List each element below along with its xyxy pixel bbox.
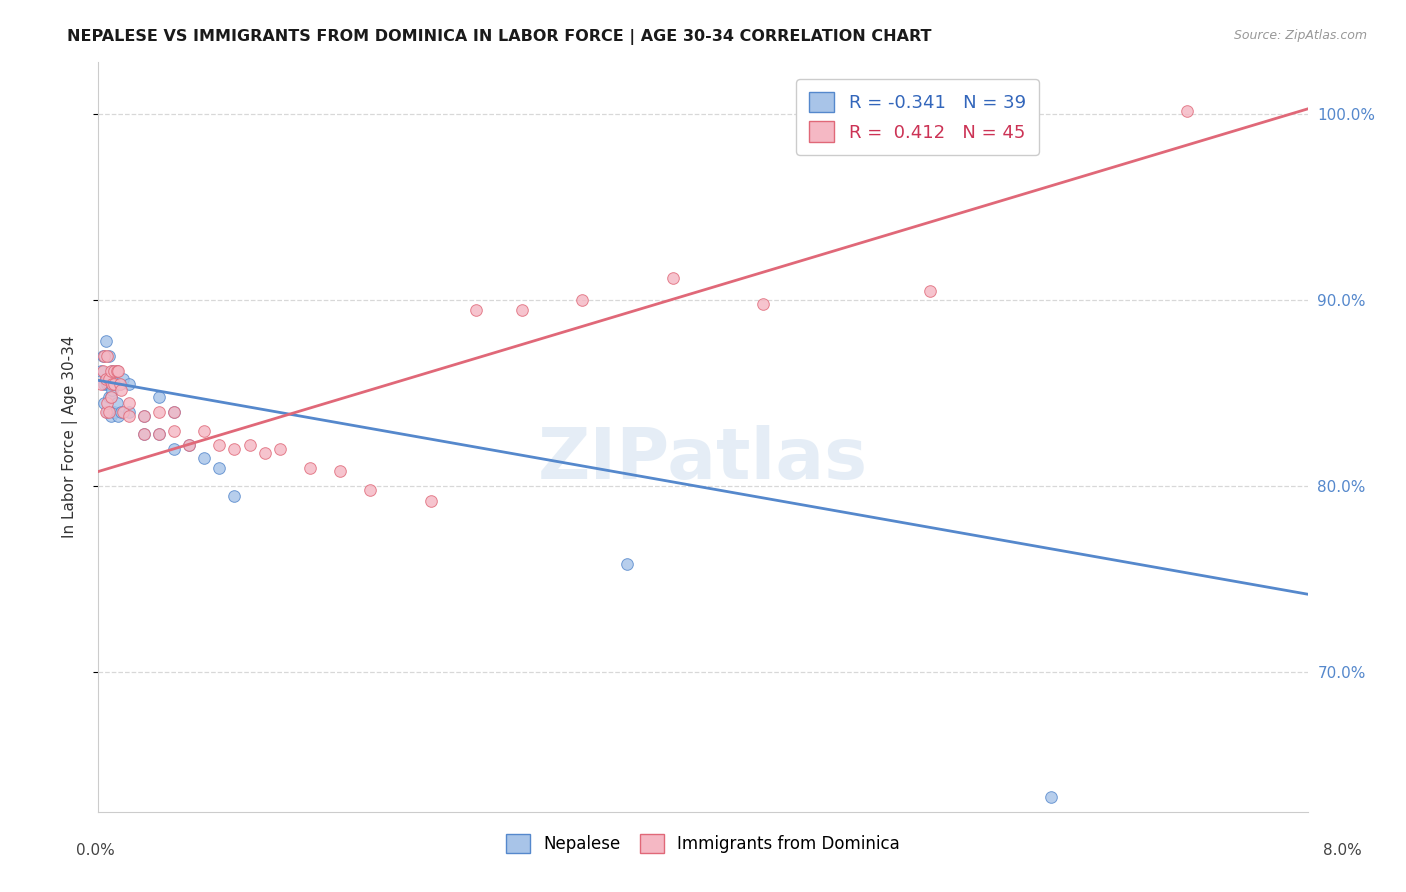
Point [269, 442, 291, 457]
Point [98, 377, 121, 392]
Point [96, 349, 118, 363]
Point [110, 405, 132, 419]
Point [103, 405, 125, 419]
Point [616, 558, 638, 572]
Point [96, 377, 118, 392]
Point [91, 349, 114, 363]
Point [103, 364, 125, 378]
Point [101, 364, 124, 378]
Text: NEPALESE VS IMMIGRANTS FROM DOMINICA IN LABOR FORCE | AGE 30-34 CORRELATION CHAR: NEPALESE VS IMMIGRANTS FROM DOMINICA IN … [67, 29, 932, 45]
Point [253, 446, 276, 460]
Point [148, 427, 170, 442]
Point [98, 371, 121, 385]
Point [100, 409, 122, 423]
Text: ZIPatlas: ZIPatlas [538, 425, 868, 494]
Point [148, 405, 170, 419]
Point [101, 383, 124, 397]
Point [918, 284, 941, 298]
Point [105, 395, 128, 409]
Point [208, 460, 231, 475]
Point [118, 377, 141, 392]
Point [103, 371, 125, 385]
Point [90, 377, 112, 392]
Point [108, 377, 131, 392]
Point [108, 377, 131, 392]
Point [510, 302, 533, 317]
Point [94, 371, 117, 385]
Legend: Nepalese, Immigrants from Dominica: Nepalese, Immigrants from Dominica [499, 827, 907, 860]
Point [105, 364, 128, 378]
Point [148, 390, 170, 404]
Point [239, 438, 262, 452]
Point [118, 395, 141, 409]
Point [94, 371, 117, 385]
Point [110, 383, 132, 397]
Point [96, 405, 118, 419]
Point [224, 442, 246, 457]
Point [118, 409, 141, 423]
Point [420, 494, 443, 508]
Point [132, 427, 155, 442]
Text: 0.0%: 0.0% [76, 843, 115, 858]
Text: 8.0%: 8.0% [1323, 843, 1362, 858]
Point [118, 405, 141, 419]
Point [111, 405, 134, 419]
Point [98, 349, 121, 363]
Point [163, 442, 186, 457]
Point [98, 390, 121, 404]
Point [96, 395, 118, 409]
Point [329, 465, 352, 479]
Point [94, 405, 117, 419]
Point [105, 364, 128, 378]
Point [148, 427, 170, 442]
Text: Source: ZipAtlas.com: Source: ZipAtlas.com [1233, 29, 1367, 42]
Point [101, 377, 124, 392]
Point [90, 364, 112, 378]
Point [179, 438, 201, 452]
Point [224, 489, 246, 503]
Point [163, 405, 186, 419]
Point [163, 405, 186, 419]
Point [100, 377, 122, 392]
Point [179, 438, 201, 452]
Point [107, 409, 129, 423]
Point [208, 438, 231, 452]
Point [100, 364, 122, 378]
Point [107, 364, 129, 378]
Point [163, 424, 186, 438]
Point [1175, 103, 1198, 118]
Point [360, 483, 382, 497]
Point [752, 297, 775, 311]
Point [111, 371, 134, 385]
Point [94, 334, 117, 349]
Point [465, 302, 488, 317]
Point [132, 409, 155, 423]
Point [103, 377, 125, 392]
Y-axis label: In Labor Force | Age 30-34: In Labor Force | Age 30-34 [62, 335, 77, 539]
Point [98, 405, 121, 419]
Point [100, 390, 122, 404]
Point [132, 427, 155, 442]
Point [103, 377, 125, 392]
Point [661, 271, 683, 285]
Point [193, 424, 215, 438]
Point [132, 409, 155, 423]
Point [100, 390, 122, 404]
Point [1039, 789, 1062, 804]
Point [93, 377, 115, 392]
Point [91, 364, 114, 378]
Point [93, 349, 115, 363]
Point [571, 293, 593, 308]
Point [93, 395, 115, 409]
Point [193, 451, 215, 466]
Point [299, 460, 322, 475]
